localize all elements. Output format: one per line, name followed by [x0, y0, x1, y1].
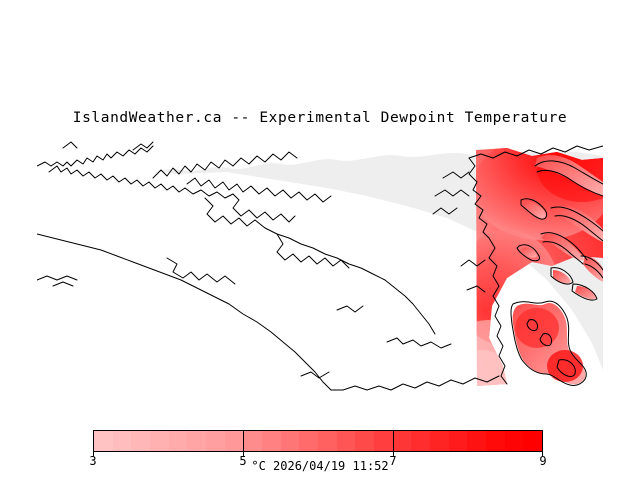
colorbar-step	[374, 431, 393, 451]
colorbar-step	[448, 431, 468, 451]
gulf-islands-field	[521, 155, 603, 300]
colorbar-step	[299, 431, 319, 451]
colorbar-step	[392, 431, 412, 451]
colorbar-step	[411, 431, 431, 451]
colorbar-step	[112, 431, 132, 451]
colorbar-step	[94, 431, 113, 451]
colorbar-divider	[243, 430, 244, 452]
colorbar-caption: °C 2026/04/19 11:52	[251, 459, 389, 473]
colorbar-divider	[393, 430, 394, 452]
colorbar-step	[430, 431, 449, 451]
colorbar-step	[355, 431, 375, 451]
colorbar-step	[280, 431, 300, 451]
colorbar-tick-label: 9	[539, 454, 547, 468]
colorbar-step	[336, 431, 356, 451]
colorbar-step	[168, 431, 188, 451]
colorbar-step	[467, 431, 487, 451]
colorbar-step	[243, 431, 263, 451]
colorbar-step	[206, 431, 225, 451]
colorbar-step	[523, 431, 543, 451]
colorbar-step	[150, 431, 169, 451]
colorbar-step	[262, 431, 281, 451]
map-graphic	[37, 138, 603, 407]
coastline-lines	[37, 141, 603, 391]
colorbar-step	[131, 431, 151, 451]
colorbar-gradient	[93, 430, 543, 452]
colorbar-tickmark	[542, 452, 543, 456]
map-plot-area	[37, 138, 603, 407]
colorbar-tick-label: 7	[389, 454, 397, 468]
page-title: IslandWeather.ca -- Experimental Dewpoin…	[72, 110, 568, 126]
colorbar-step	[224, 431, 244, 451]
land-polygon	[37, 138, 603, 168]
colorbar-tickmark	[243, 452, 244, 456]
colorbar-tickmark	[393, 452, 394, 456]
colorbar	[93, 430, 543, 456]
colorbar-step	[318, 431, 337, 451]
colorbar-tick-label: 5	[239, 454, 247, 468]
colorbar-step	[486, 431, 505, 451]
island-body	[37, 168, 603, 407]
colorbar-step	[187, 431, 207, 451]
colorbar-step	[504, 431, 524, 451]
colorbar-tick-label: 3	[89, 454, 97, 468]
colorbar-tickmark	[93, 452, 94, 456]
